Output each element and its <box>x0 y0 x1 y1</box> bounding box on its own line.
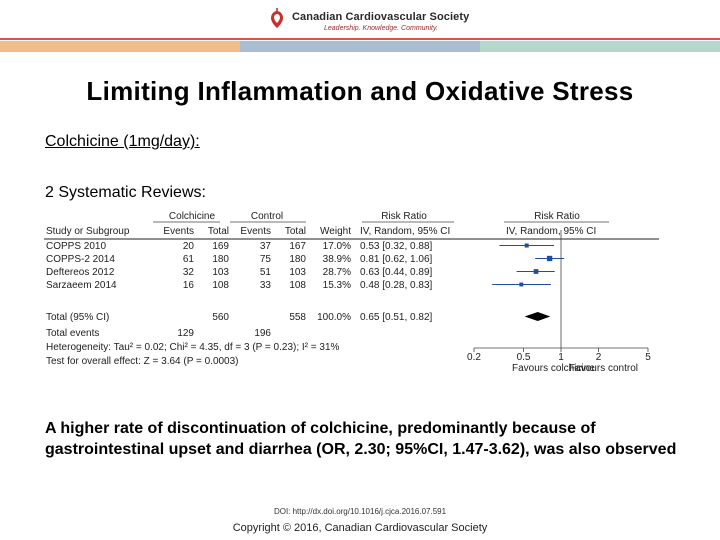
col-t-total: Total <box>208 226 229 237</box>
overall-effect: Test for overall effect: Z = 3.64 (P = 0… <box>46 356 239 367</box>
study-t-total: 169 <box>212 241 229 252</box>
axis-tick-label: 5 <box>645 352 651 363</box>
study-c-events: 33 <box>260 280 272 291</box>
axis-tick-label: 2 <box>596 352 602 363</box>
study-t-total: 108 <box>212 280 229 291</box>
group-header-risk-ratio: Risk Ratio <box>381 211 427 222</box>
col-ci: IV, Random, 95% CI <box>360 226 450 237</box>
study-weight: 15.3% <box>323 280 351 291</box>
total-events-c: 196 <box>254 328 271 339</box>
study-name: Sarzaeem 2014 <box>46 280 117 291</box>
col-ci-plot: IV, Random, 95% CI <box>506 226 596 237</box>
favours-right: Favours control <box>569 363 638 374</box>
study-weight: 17.0% <box>323 241 351 252</box>
forest-plot: Colchicine Control Risk Ratio Risk Ratio… <box>44 211 659 374</box>
study-c-total: 167 <box>289 241 306 252</box>
study-t-events: 32 <box>183 267 195 278</box>
study-weight: 28.7% <box>323 267 351 278</box>
col-t-events: Events <box>163 226 194 237</box>
study-point <box>546 255 553 262</box>
axis-tick-label: 1 <box>558 352 564 363</box>
study-t-events: 16 <box>183 280 195 291</box>
study-c-events: 51 <box>260 267 272 278</box>
col-weight: Weight <box>320 226 351 237</box>
group-header-treatment: Colchicine <box>169 211 216 222</box>
study-point <box>533 269 539 274</box>
study-point <box>519 282 524 287</box>
study-t-events: 20 <box>183 241 195 252</box>
study-c-total: 180 <box>289 254 306 265</box>
ccs-logo-icon <box>271 8 283 28</box>
group-header-control: Control <box>251 211 283 222</box>
section-label: 2 Systematic Reviews: <box>45 184 206 201</box>
col-c-total: Total <box>285 226 306 237</box>
total-events-label: Total events <box>46 328 99 339</box>
total-c-total: 558 <box>289 312 306 323</box>
total-weight: 100.0% <box>317 312 351 323</box>
org-name: Canadian Cardiovascular Society <box>292 11 470 23</box>
total-t-total: 560 <box>212 312 229 323</box>
study-c-total: 103 <box>289 267 306 278</box>
total-events-t: 129 <box>177 328 194 339</box>
study-name: Deftereos 2012 <box>46 267 115 278</box>
slide-title: Limiting Inflammation and Oxidative Stre… <box>86 76 634 106</box>
study-name: COPPS-2 2014 <box>46 254 115 265</box>
total-diamond <box>524 312 551 321</box>
study-c-events: 37 <box>260 241 272 252</box>
study-name: COPPS 2010 <box>46 241 106 252</box>
study-c-total: 108 <box>289 280 306 291</box>
doi-text: DOI: http://dx.doi.org/10.1016/j.cjca.20… <box>273 507 447 516</box>
total-label: Total (95% CI) <box>46 312 109 323</box>
study-t-events: 61 <box>183 254 195 265</box>
study-t-total: 103 <box>212 267 229 278</box>
header-band-orange <box>0 41 240 52</box>
study-ci: 0.48 [0.28, 0.83] <box>360 280 433 291</box>
favours-left: Favours colchicine <box>512 363 595 374</box>
study-ci: 0.53 [0.32, 0.88] <box>360 241 433 252</box>
col-study: Study or Subgroup <box>46 226 130 237</box>
header-logo: Canadian Cardiovascular Society Leadersh… <box>268 6 470 36</box>
total-ci: 0.65 [0.51, 0.82] <box>360 312 433 323</box>
header-band-green <box>480 41 720 52</box>
study-c-events: 75 <box>260 254 272 265</box>
axis-tick-label: 0.2 <box>467 352 481 363</box>
heterogeneity: Heterogeneity: Tau² = 0.02; Chi² = 4.35,… <box>46 342 340 353</box>
header-rule <box>0 38 720 40</box>
study-t-total: 180 <box>212 254 229 265</box>
col-c-events: Events <box>240 226 271 237</box>
copyright-text: Copyright © 2016, Canadian Cardiovascula… <box>232 522 488 534</box>
org-tagline: Leadership. Knowledge. Community. <box>324 25 438 32</box>
study-point <box>524 243 529 248</box>
drug-subtitle: Colchicine (1mg/day): <box>45 133 200 150</box>
study-weight: 38.9% <box>323 254 351 265</box>
study-ci: 0.81 [0.62, 1.06] <box>360 254 433 265</box>
axis-tick-label: 0.5 <box>517 352 531 363</box>
body-paragraph: A higher rate of discontinuation of colc… <box>45 420 677 458</box>
header-band-blue <box>240 41 480 52</box>
study-ci: 0.63 [0.44, 0.89] <box>360 267 433 278</box>
group-header-risk-ratio-plot: Risk Ratio <box>534 211 580 222</box>
